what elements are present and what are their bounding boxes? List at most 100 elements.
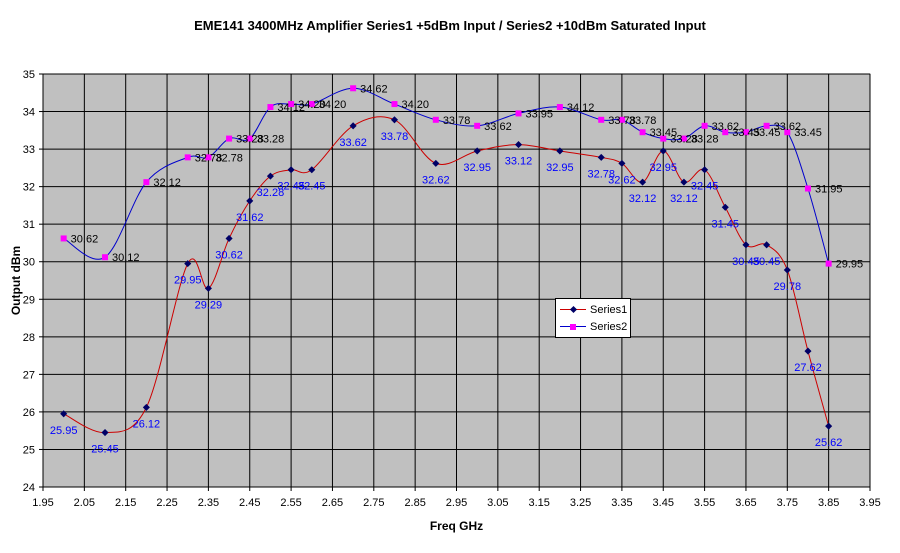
series1-data-label: 29.78 (774, 281, 802, 293)
series2-data-label: 30.12 (112, 252, 140, 264)
series2-data-label: 34.20 (401, 99, 429, 111)
series2-point (350, 85, 357, 92)
x-tick-label: 3.25 (570, 497, 591, 509)
series2-data-label: 34.62 (360, 83, 388, 95)
series2-data-label: 34.20 (298, 99, 326, 111)
series1-point (266, 172, 274, 180)
series1-data-label: 32.95 (649, 162, 677, 174)
series1-point (184, 260, 192, 268)
series1-data-label: 27.62 (794, 362, 822, 374)
series1-point (763, 241, 771, 249)
y-tick-label: 29 (23, 294, 35, 306)
series2-data-label: 33.62 (484, 121, 512, 133)
series1-data-label: 25.45 (91, 444, 119, 456)
series1-data-label: 30.45 (753, 256, 781, 268)
series2-data-label: 33.62 (774, 121, 802, 133)
x-tick-label: 3.75 (777, 497, 798, 509)
series1-data-label: 31.62 (236, 212, 264, 224)
legend-item-series2: Series2 (560, 319, 627, 335)
x-tick-label: 1.95 (32, 497, 53, 509)
series2-data-label: 33.45 (650, 127, 678, 139)
series1-data-label: 25.62 (815, 437, 843, 449)
series1-data-label: 32.28 (257, 187, 285, 199)
series2-point (391, 101, 398, 108)
series2-point (680, 135, 687, 142)
series2-point (763, 122, 770, 129)
series2-data-label: 33.45 (753, 127, 781, 139)
x-tick-label: 2.75 (363, 497, 384, 509)
series1-point (804, 347, 812, 355)
y-tick-label: 24 (23, 482, 35, 494)
series1-point (432, 159, 440, 167)
series2-point (432, 116, 439, 123)
series1-point (659, 147, 667, 155)
series1-point (60, 410, 68, 418)
series1-point (825, 422, 833, 430)
series1-data-label: 30.45 (732, 256, 760, 268)
series1-data-label: 25.95 (50, 425, 78, 437)
series2-data-label: 34.12 (277, 102, 305, 114)
series2-data-label: 31.95 (815, 184, 843, 196)
series1-data-label: 33.78 (381, 131, 409, 143)
series1-data-label: 32.45 (691, 181, 719, 193)
series-line-series2 (63, 87, 830, 264)
series1-point (783, 266, 791, 274)
series2-point (60, 235, 67, 242)
y-tick-label: 34 (23, 107, 35, 119)
series2-data-label: 29.95 (836, 259, 864, 271)
x-tick-label: 3.55 (694, 497, 715, 509)
series1-point (556, 147, 564, 155)
series1-point (225, 234, 233, 242)
series2-point (639, 129, 646, 136)
y-tick-label: 26 (23, 407, 35, 419)
series2-data-label: 33.78 (629, 115, 657, 127)
legend-swatch-series1 (560, 305, 586, 315)
series2-point (474, 122, 481, 129)
series1-data-label: 32.45 (277, 181, 305, 193)
series1-data-label: 32.78 (587, 168, 615, 180)
series1-point (680, 178, 688, 186)
series1-point (142, 403, 150, 411)
series2-point (556, 104, 563, 111)
series2-data-label: 33.95 (526, 108, 554, 120)
series1-point (721, 203, 729, 211)
series2-data-label: 33.78 (443, 115, 471, 127)
series1-point (514, 141, 523, 149)
y-tick-label: 27 (23, 369, 35, 381)
x-tick-label: 2.95 (446, 497, 467, 509)
series2-point (701, 122, 708, 129)
series1-point (473, 147, 481, 155)
x-tick-label: 3.05 (487, 497, 508, 509)
series1-point (308, 166, 316, 174)
series1-data-label: 31.45 (712, 218, 740, 230)
y-tick-label: 28 (23, 332, 35, 344)
series1-data-label: 30.62 (215, 249, 243, 261)
series2-data-label: 30.62 (71, 233, 99, 245)
series2-data-label: 33.28 (691, 134, 719, 146)
series2-data-label: 32.12 (153, 177, 181, 189)
x-tick-label: 3.45 (653, 497, 674, 509)
series1-data-label: 32.62 (422, 174, 450, 186)
series2-point (598, 116, 605, 123)
series1-data-label: 32.95 (463, 162, 491, 174)
legend-label-series1: Series1 (590, 304, 628, 316)
series1-data-label: 32.45 (298, 181, 326, 193)
x-tick-label: 2.65 (322, 497, 343, 509)
series2-point (267, 104, 274, 111)
series2-point (205, 154, 212, 161)
series2-point (226, 135, 233, 142)
series2-data-label: 34.20 (319, 99, 347, 111)
x-tick-label: 2.85 (404, 497, 425, 509)
series1-data-label: 32.12 (670, 193, 698, 205)
series2-point (742, 129, 749, 136)
series2-point (288, 101, 295, 108)
legend-swatch-series2 (560, 322, 586, 332)
chart-legend: Series1 Series2 (555, 298, 631, 338)
series1-point (618, 159, 626, 167)
series1-point (639, 178, 647, 186)
series2-point (143, 179, 150, 186)
series2-data-label: 33.78 (608, 115, 636, 127)
series2-data-label: 33.28 (670, 134, 698, 146)
series1-data-label: 26.12 (133, 418, 161, 430)
